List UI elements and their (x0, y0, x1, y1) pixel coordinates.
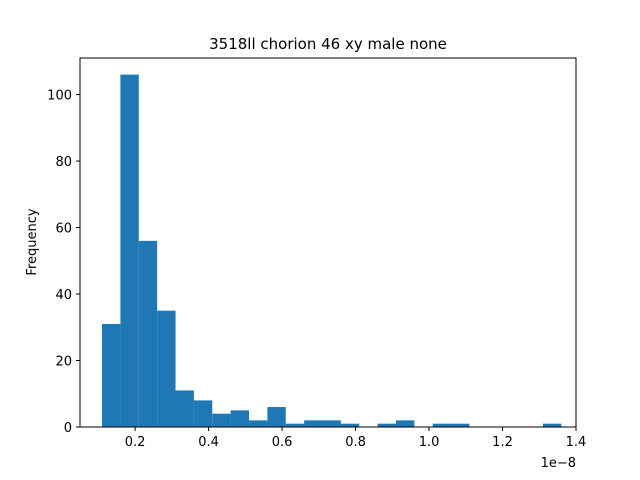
x-axis-ticks: 0.2 0.4 0.6 0.8 1.0 1.2 1.4 (125, 427, 587, 450)
histogram-bar (377, 423, 396, 427)
x-axis-offset-label: 1e−8 (541, 456, 576, 471)
histogram-bar (304, 420, 323, 427)
x-tick-label: 0.6 (272, 435, 293, 450)
x-tick-label: 1.0 (419, 435, 440, 450)
histogram-bar (212, 413, 231, 427)
y-tick-label: 40 (55, 288, 72, 303)
y-tick-label: 0 (64, 421, 72, 436)
histogram-bar (175, 390, 194, 427)
y-tick-label: 100 (47, 89, 72, 104)
histogram-bar (249, 420, 268, 427)
y-tick-label: 20 (55, 355, 72, 370)
histogram-bar (102, 323, 121, 427)
x-tick-label: 1.2 (492, 435, 513, 450)
histogram-bar (451, 423, 470, 427)
histogram-bar (432, 423, 452, 427)
histogram-bar (120, 74, 139, 428)
histogram-bar (322, 420, 341, 427)
x-tick-label: 0.2 (125, 435, 146, 450)
y-tick-label: 60 (55, 222, 72, 237)
histogram-bar (138, 240, 158, 427)
histogram-bar (157, 310, 176, 427)
y-tick-label: 80 (55, 155, 72, 170)
histogram-bar (340, 423, 360, 427)
bar-group (102, 74, 562, 428)
y-axis-label: Frequency (25, 208, 40, 275)
histogram-bar (542, 423, 562, 427)
histogram-bar (230, 410, 250, 427)
y-axis-ticks: 0 20 40 60 80 100 (47, 89, 80, 436)
histogram-bar (395, 420, 415, 427)
x-tick-label: 0.8 (345, 435, 366, 450)
histogram-bar (267, 407, 286, 427)
x-tick-label: 0.4 (198, 435, 219, 450)
plot-area-frame (79, 57, 577, 428)
histogram-bar (193, 400, 213, 427)
x-tick-label: 1.4 (566, 435, 587, 450)
histogram-bar (285, 423, 305, 427)
chart-title: 3518ll chorion 46 xy male none (209, 35, 447, 53)
